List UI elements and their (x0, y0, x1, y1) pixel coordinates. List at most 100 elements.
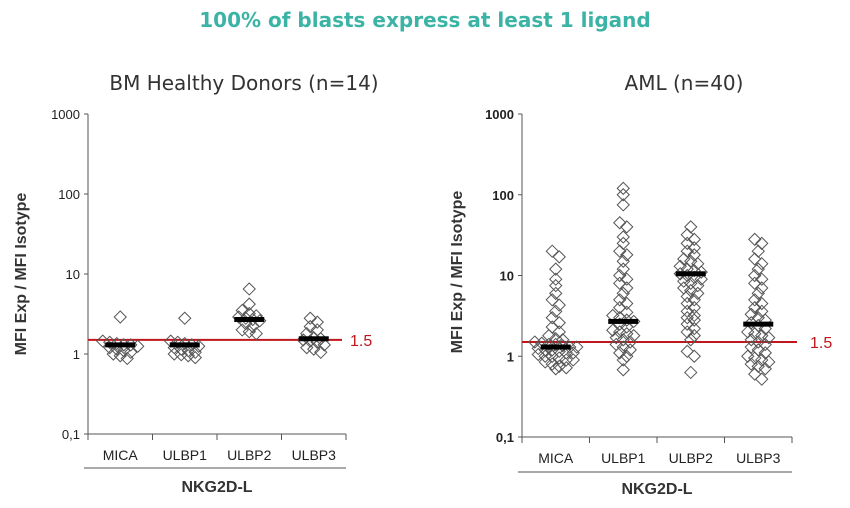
data-point (627, 328, 641, 343)
data-point (235, 323, 249, 337)
data-point (566, 346, 580, 360)
data-point (542, 328, 556, 343)
data-point (549, 278, 563, 293)
data-point (680, 228, 694, 242)
data-point (310, 315, 324, 329)
data-point (680, 296, 694, 311)
data-point (246, 319, 260, 334)
median-bar (169, 342, 200, 348)
data-point (545, 293, 559, 307)
data-point (531, 347, 545, 362)
data-point (680, 289, 694, 304)
data-point (748, 276, 762, 291)
data-point (120, 351, 134, 366)
data-point (684, 220, 698, 234)
y-tick-label: 1 (507, 349, 514, 364)
data-point (559, 353, 573, 367)
category-label-ulbp2: ULBP2 (669, 450, 714, 466)
data-point (303, 319, 317, 334)
data-point (106, 347, 120, 361)
data-point (606, 323, 620, 337)
data-point (559, 346, 573, 360)
data-point (616, 254, 630, 268)
data-point (755, 272, 769, 286)
data-point (566, 353, 580, 367)
median-bar (105, 342, 136, 348)
data-point (620, 220, 634, 234)
y-tick-label: 1000 (51, 107, 80, 122)
data-point (691, 278, 705, 293)
data-point (549, 262, 563, 276)
data-point (755, 281, 769, 295)
data-point (620, 296, 634, 311)
data-point (616, 286, 630, 301)
data-point (758, 362, 772, 376)
data-point (748, 252, 762, 266)
data-point (616, 198, 630, 212)
data-point (609, 330, 623, 345)
data-point (570, 340, 584, 354)
headline: 100% of blasts express at least 1 ligand (199, 8, 651, 32)
data-point (691, 286, 705, 301)
data-point (751, 286, 765, 301)
data-point (684, 365, 698, 380)
data-point (677, 252, 691, 266)
data-point (755, 256, 769, 271)
data-point (687, 293, 701, 307)
data-point (755, 372, 769, 386)
y-tick-label: 1000 (485, 107, 514, 122)
data-point (620, 305, 634, 320)
data-point (559, 361, 573, 375)
data-point (545, 244, 559, 258)
category-label-ulbp3: ULBP3 (292, 447, 337, 463)
data-point (613, 276, 627, 291)
data-point (687, 241, 701, 255)
median-bar (743, 321, 774, 327)
data-point (687, 308, 701, 323)
data-point (549, 272, 563, 286)
data-point (613, 244, 627, 258)
data-point (680, 317, 694, 331)
data-point (545, 349, 559, 363)
data-point (549, 286, 563, 301)
data-point (317, 338, 331, 352)
data-point (762, 355, 776, 369)
data-point (242, 324, 256, 339)
data-point (680, 344, 694, 359)
data-point (751, 335, 765, 349)
data-point (684, 276, 698, 291)
data-point (249, 326, 263, 341)
data-point (542, 337, 556, 352)
data-point (748, 268, 762, 283)
data-point (552, 351, 566, 365)
data-point (748, 367, 762, 381)
data-point (694, 265, 708, 279)
y-tick-label: 0,1 (496, 430, 514, 445)
data-point (552, 316, 566, 330)
data-point (545, 320, 559, 334)
data-point (616, 363, 630, 377)
threshold-label: 1.5 (810, 335, 832, 352)
y-tick-label: 1 (73, 347, 80, 362)
category-label-ulbp1: ULBP1 (163, 447, 208, 463)
data-point (124, 345, 138, 360)
data-point (687, 321, 701, 336)
data-point (307, 342, 321, 356)
data-point (242, 297, 256, 311)
data-point (616, 230, 630, 244)
data-point (758, 337, 772, 352)
data-point (687, 232, 701, 247)
data-point (552, 250, 566, 264)
data-point (620, 320, 634, 334)
x-axis-label: NKG2D-L (181, 479, 252, 496)
data-point (751, 262, 765, 276)
category-label-ulbp3: ULBP3 (736, 450, 781, 466)
data-point (687, 313, 701, 327)
data-point (181, 349, 195, 363)
category-label-mica: MICA (538, 450, 574, 466)
data-point (755, 296, 769, 311)
data-point (680, 236, 694, 251)
median-bar (298, 336, 329, 342)
data-point (613, 216, 627, 230)
data-point (178, 311, 192, 325)
